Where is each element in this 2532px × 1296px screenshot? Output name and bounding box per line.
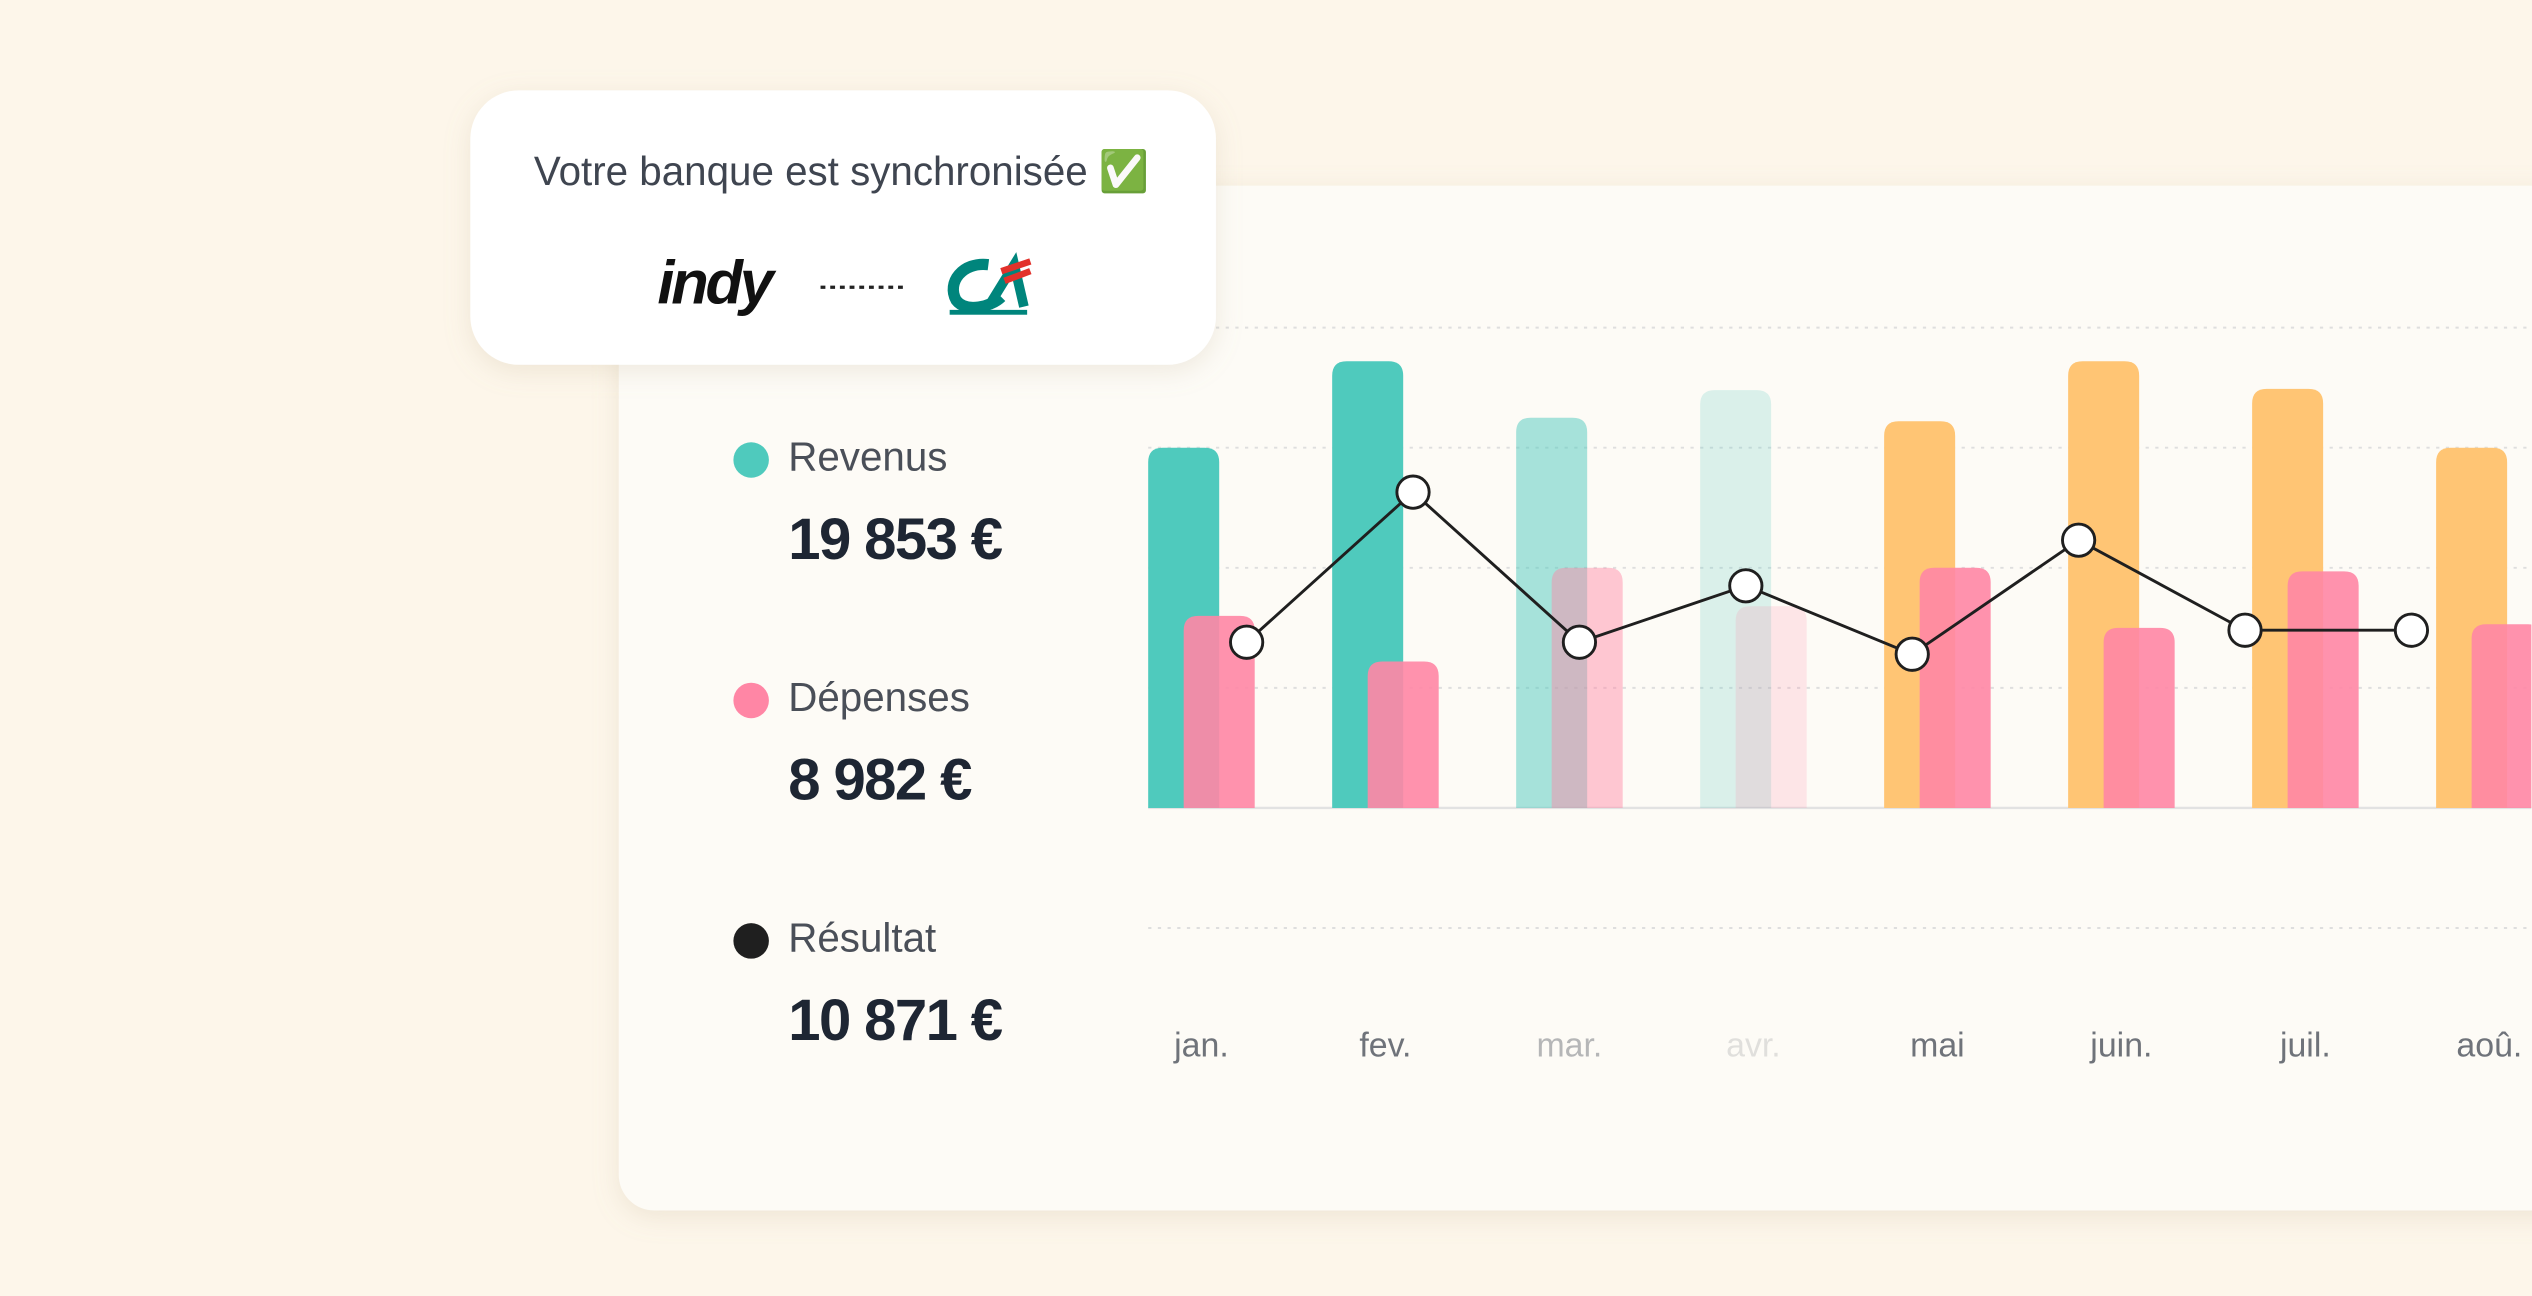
result-point: [1728, 568, 1764, 604]
expense-bar: [2287, 571, 2359, 808]
result-point: [1229, 624, 1265, 660]
x-tick-label: jan.: [1173, 1026, 1229, 1064]
legend-label: Dépenses: [788, 674, 970, 720]
x-tick-label: aoû.: [2456, 1026, 2522, 1064]
legend-total: 8 982 €: [788, 748, 972, 813]
card-title: Votre banque est synchronisée ✅: [534, 148, 1149, 194]
expense-bar: [1367, 661, 1439, 808]
chart: [1148, 326, 2532, 929]
logo-underline: [949, 309, 1028, 315]
bank-logo: [947, 252, 1032, 315]
result-point: [2393, 612, 2430, 648]
legend: Revenus 19 853 € Dépenses 8 982 € Résultat 10…: [733, 434, 1004, 1053]
expense-bar: [1183, 615, 1255, 808]
legend-marker: [733, 682, 769, 719]
legend-total: 10 871 €: [788, 988, 1003, 1053]
result-point: [2061, 522, 2097, 558]
expense-bar: [2471, 624, 2532, 808]
x-tick-label: fev.: [1359, 1026, 1411, 1064]
x-tick-label: mai: [1910, 1026, 1965, 1064]
x-tick-label: avr.: [1726, 1026, 1781, 1064]
legend-label: Revenus: [788, 434, 947, 480]
expense-bar: [1735, 606, 1807, 808]
result-line: [1245, 490, 2412, 656]
x-tick-label: juil.: [2279, 1026, 2331, 1064]
expense-bar: [2103, 627, 2175, 808]
expense-bar: [1551, 567, 1623, 808]
x-tick-label: mar.: [1536, 1026, 1602, 1064]
legend-marker: [733, 923, 769, 959]
result-point: [1561, 624, 1598, 660]
result-point: [1894, 636, 1930, 672]
legend-label: Résultat: [788, 915, 936, 961]
x-tick-label: juin.: [2089, 1026, 2152, 1064]
legend-total: 19 853 €: [788, 507, 1003, 572]
result-point: [1395, 474, 1431, 510]
result-point: [2227, 612, 2263, 648]
expense-bar: [1919, 567, 1991, 808]
logo-stripes: [1000, 258, 1032, 284]
revenue-bar: [1516, 417, 1588, 808]
indy-logo: indy: [657, 247, 776, 316]
card-bg: [470, 90, 1216, 365]
legend-marker: [733, 442, 769, 478]
sync-card: Votre banque est synchronisée ✅ indy: [470, 90, 1216, 365]
